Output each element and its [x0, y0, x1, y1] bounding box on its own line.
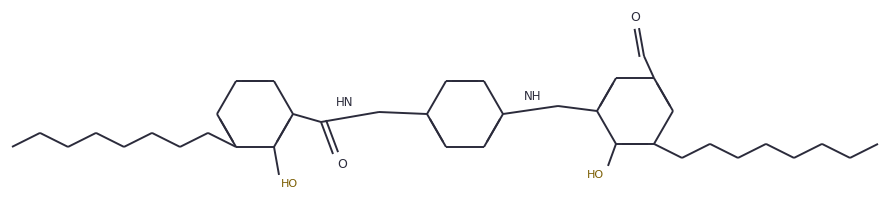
Text: O: O [630, 11, 640, 24]
Text: HN: HN [336, 96, 354, 109]
Text: O: O [337, 158, 347, 171]
Text: NH: NH [524, 90, 542, 103]
Text: HO: HO [587, 170, 604, 180]
Text: HO: HO [281, 179, 298, 189]
